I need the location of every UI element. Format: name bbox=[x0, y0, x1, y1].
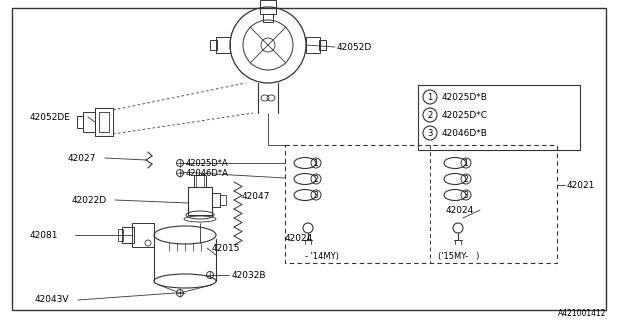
Bar bbox=[118, 229, 123, 241]
Bar bbox=[220, 195, 226, 205]
Text: 42025D*B: 42025D*B bbox=[442, 92, 488, 101]
Text: 42021: 42021 bbox=[567, 180, 595, 189]
Text: 42025D*A: 42025D*A bbox=[186, 158, 228, 167]
Text: ('15MY-   ): ('15MY- ) bbox=[438, 252, 479, 261]
Bar bbox=[122, 227, 134, 243]
Bar bbox=[83, 112, 95, 132]
Text: 1: 1 bbox=[428, 92, 433, 101]
Text: 42052D: 42052D bbox=[337, 43, 372, 52]
Text: 42081: 42081 bbox=[30, 230, 58, 239]
Text: 42022D: 42022D bbox=[72, 196, 107, 204]
Bar bbox=[216, 37, 230, 53]
Text: 42024: 42024 bbox=[446, 205, 474, 214]
Bar bbox=[285, 145, 557, 263]
Text: 42025D*C: 42025D*C bbox=[442, 110, 488, 119]
Text: 3: 3 bbox=[428, 129, 433, 138]
Text: 42046D*B: 42046D*B bbox=[442, 129, 488, 138]
Text: 42027: 42027 bbox=[68, 154, 97, 163]
Text: 42024: 42024 bbox=[285, 234, 313, 243]
Text: 2: 2 bbox=[463, 174, 468, 183]
Bar bbox=[263, 14, 273, 22]
Text: 3: 3 bbox=[314, 190, 319, 199]
Text: 2: 2 bbox=[428, 110, 433, 119]
Text: - '14MY): - '14MY) bbox=[305, 252, 339, 261]
Bar bbox=[132, 223, 154, 247]
Text: 42046D*A: 42046D*A bbox=[186, 169, 229, 178]
Text: 3: 3 bbox=[463, 190, 468, 199]
Text: 42043V: 42043V bbox=[35, 295, 70, 305]
Text: 42052DE: 42052DE bbox=[30, 113, 71, 122]
Text: A421001412: A421001412 bbox=[557, 309, 606, 318]
Text: 2: 2 bbox=[314, 174, 318, 183]
Bar bbox=[418, 85, 580, 150]
Bar bbox=[77, 116, 83, 128]
Bar bbox=[306, 37, 320, 53]
Bar bbox=[210, 40, 217, 50]
Text: 42047: 42047 bbox=[242, 191, 270, 201]
Bar bbox=[188, 187, 212, 215]
Text: 42015: 42015 bbox=[212, 244, 241, 252]
Text: 1: 1 bbox=[463, 158, 468, 167]
Bar bbox=[319, 40, 326, 50]
Text: 42032B: 42032B bbox=[232, 270, 266, 279]
Bar bbox=[260, 0, 276, 14]
Bar bbox=[212, 193, 220, 207]
Bar bbox=[194, 175, 206, 187]
Text: 1: 1 bbox=[314, 158, 318, 167]
